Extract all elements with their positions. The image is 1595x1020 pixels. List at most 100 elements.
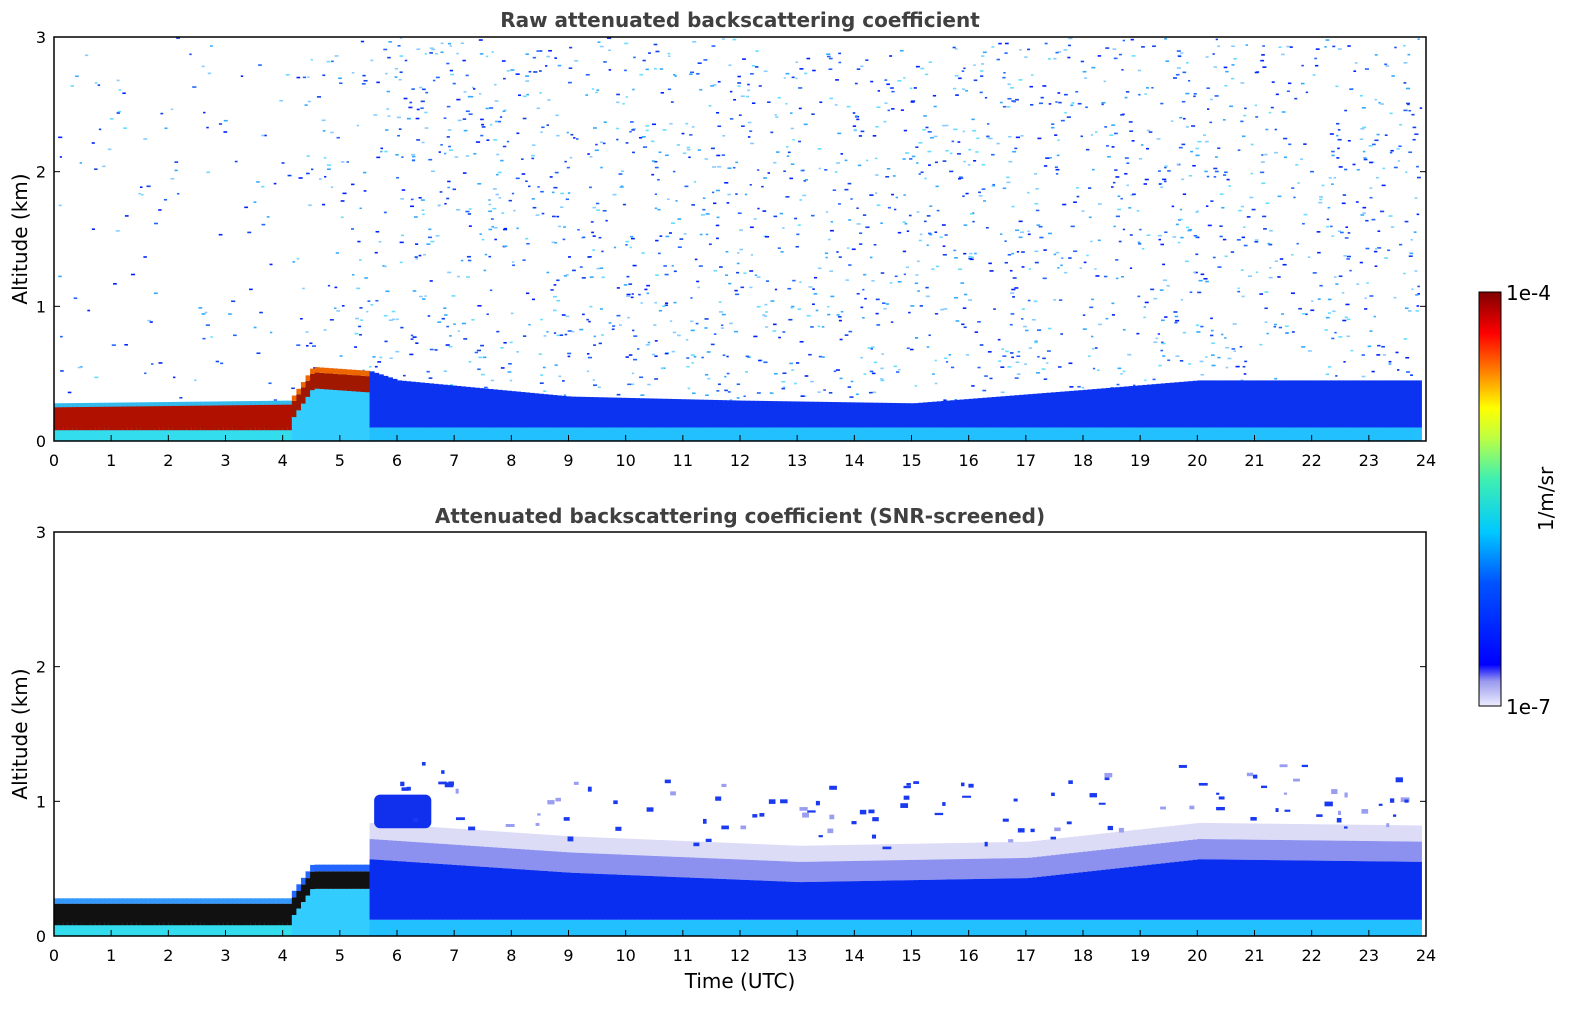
- surface-layer: [241, 922, 247, 936]
- surface-layer: [726, 919, 732, 936]
- noise-pixel: [424, 111, 428, 114]
- noise-pixel: [689, 134, 693, 136]
- noise-pixel: [1046, 362, 1049, 364]
- surface-layer: [1060, 427, 1066, 441]
- surface-layer: [1028, 919, 1034, 936]
- noise-pixel: [431, 48, 436, 51]
- screened-blob: [412, 818, 419, 822]
- aerosol-layer: [506, 868, 512, 920]
- surface-layer: [200, 427, 206, 441]
- surface-layer: [1215, 919, 1221, 936]
- noise-pixel: [1278, 46, 1282, 49]
- layer-edge: [99, 898, 105, 904]
- surface-layer: [602, 427, 608, 441]
- noise-pixel: [569, 156, 573, 159]
- noise-pixel: [1413, 231, 1417, 233]
- noise-pixel: [457, 119, 462, 122]
- noise-pixel: [616, 93, 621, 96]
- faint-layer: [1307, 824, 1313, 841]
- noise-pixel: [905, 152, 910, 154]
- noise-pixel: [387, 115, 391, 118]
- noise-pixel: [1350, 349, 1354, 352]
- y-tick-label: 2: [36, 658, 46, 677]
- noise-pixel: [1034, 202, 1039, 205]
- layer-edge: [332, 368, 339, 374]
- noise-pixel: [1036, 372, 1040, 374]
- aerosol-layer: [1005, 878, 1011, 920]
- noise-pixel: [596, 89, 600, 91]
- faint-layer: [488, 830, 494, 848]
- noise-pixel: [383, 314, 388, 317]
- aerosol-layer: [959, 879, 965, 920]
- noise-pixel: [302, 76, 307, 79]
- surface-layer: [387, 427, 393, 441]
- noise-pixel: [1091, 335, 1094, 338]
- aerosol-layer: [941, 400, 947, 428]
- aerosol-layer: [744, 400, 750, 428]
- noise-pixel: [1117, 208, 1121, 211]
- noise-pixel: [697, 149, 701, 151]
- layer-edge: [76, 898, 82, 904]
- noise-pixel: [641, 252, 645, 254]
- noise-pixel: [986, 136, 990, 139]
- noise-pixel: [1180, 298, 1183, 301]
- surface-layer: [808, 427, 814, 441]
- noise-pixel: [632, 88, 635, 91]
- surface-layer: [282, 427, 288, 441]
- noise-pixel: [1211, 342, 1215, 345]
- surface-layer: [1220, 919, 1226, 936]
- surface-layer: [1133, 919, 1139, 936]
- noise-pixel: [542, 366, 546, 369]
- aerosol-layer: [1115, 387, 1121, 428]
- noise-pixel: [430, 170, 435, 173]
- diffuse-layer: [1078, 852, 1084, 873]
- surface-layer: [305, 395, 311, 441]
- noise-pixel: [654, 340, 658, 342]
- noise-pixel: [608, 69, 612, 71]
- noise-pixel: [463, 91, 467, 93]
- noise-pixel: [1410, 374, 1414, 376]
- noise-pixel: [256, 352, 261, 355]
- noise-pixel: [800, 395, 805, 397]
- noise-pixel: [589, 186, 592, 189]
- diffuse-layer: [762, 860, 768, 881]
- noise-pixel: [1371, 218, 1376, 221]
- noise-pixel: [424, 127, 429, 129]
- aerosol-layer: [854, 402, 860, 428]
- surface-layer: [1046, 919, 1052, 936]
- noise-pixel: [1326, 225, 1330, 228]
- surface-layer: [1334, 427, 1340, 441]
- noise-pixel: [633, 335, 638, 337]
- noise-pixel: [665, 154, 669, 157]
- surface-layer: [625, 427, 631, 441]
- diffuse-layer: [1311, 840, 1317, 861]
- noise-pixel: [1036, 224, 1041, 226]
- noise-pixel: [1347, 45, 1351, 47]
- noise-pixel: [495, 193, 500, 196]
- screened-blob: [1189, 805, 1195, 810]
- screened-blob: [1336, 817, 1342, 823]
- surface-layer: [1348, 919, 1354, 936]
- surface-layer: [410, 427, 416, 441]
- aerosol-layer: [447, 864, 453, 920]
- faint-layer: [1124, 830, 1130, 848]
- aerosol-layer: [1393, 380, 1400, 428]
- noise-pixel: [1015, 98, 1019, 101]
- noise-pixel: [1344, 109, 1348, 112]
- noise-pixel: [1157, 170, 1161, 172]
- surface-layer: [465, 919, 471, 936]
- diffuse-layer: [1128, 846, 1134, 867]
- surface-layer: [99, 427, 105, 441]
- noise-pixel: [58, 275, 62, 278]
- noise-pixel: [440, 51, 444, 54]
- dense-layer: [332, 373, 339, 391]
- aerosol-layer: [749, 400, 755, 428]
- noise-pixel: [551, 215, 556, 218]
- faint-layer: [945, 843, 951, 860]
- noise-pixel: [737, 75, 741, 78]
- noise-pixel: [550, 289, 554, 291]
- diffuse-layer: [607, 854, 613, 875]
- aerosol-layer: [369, 371, 375, 428]
- noise-pixel: [1153, 297, 1158, 300]
- noise-pixel: [673, 270, 677, 273]
